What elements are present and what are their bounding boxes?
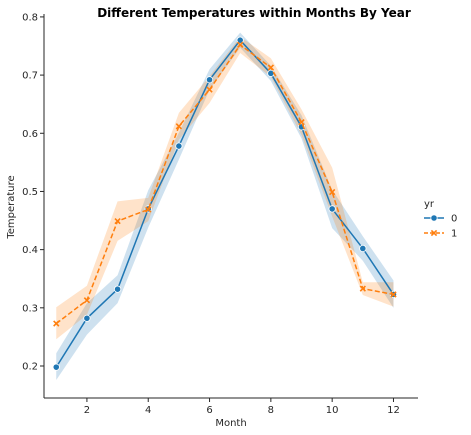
series-0-point — [236, 36, 244, 44]
series-0-point — [205, 76, 214, 84]
series-1-point — [298, 119, 305, 126]
y-tick-label: 0.4 — [22, 245, 38, 256]
series-0-point — [83, 314, 91, 322]
y-tick-label: 0.2 — [22, 362, 38, 373]
series-1-point — [83, 297, 91, 304]
series-0-confidence-band — [56, 32, 394, 380]
series-0-point — [52, 363, 60, 371]
series-1-point — [267, 64, 275, 71]
series-1-point — [237, 41, 244, 49]
legend: yr 0 1 — [424, 199, 457, 240]
plot-area: 2 4 6 8 10 12 0.2 0.3 0.4 0.5 0.6 0.7 0.8 — [22, 12, 418, 416]
x-tick-label: 10 — [326, 405, 339, 416]
series-0-point — [328, 205, 336, 213]
series-0-line — [55, 39, 395, 368]
series-1-point — [53, 320, 60, 327]
series-1-point — [390, 291, 397, 298]
y-tick-label: 0.5 — [22, 187, 38, 198]
x-tick-label: 8 — [268, 405, 274, 416]
legend-label-1: 1 — [451, 229, 457, 240]
y-tick-label: 0.3 — [22, 303, 38, 314]
y-tick-label: 0.6 — [22, 129, 38, 140]
series-1-point — [206, 86, 213, 93]
legend-marker-1 — [430, 229, 438, 237]
y-tick-label: 0.8 — [22, 12, 38, 23]
legend-marker-0 — [430, 214, 438, 222]
series-1-line — [55, 43, 394, 325]
x-tick-label: 6 — [206, 405, 212, 416]
y-tick-label: 0.7 — [22, 71, 38, 82]
chart-title: Different Temperatures within Months By … — [97, 6, 411, 20]
legend-title: yr — [424, 199, 435, 210]
series-1-point — [175, 123, 183, 130]
x-tick-label: 12 — [387, 405, 400, 416]
legend-label-0: 0 — [451, 214, 457, 225]
x-axis-label: Month — [215, 418, 246, 429]
series-1-point — [145, 206, 152, 213]
series-0-point — [113, 285, 122, 293]
x-tick-label: 2 — [84, 405, 90, 416]
series-0-point — [359, 244, 367, 253]
series-0-point — [267, 69, 275, 77]
series-0-point — [175, 142, 183, 150]
series-1-point — [114, 217, 121, 225]
y-axis-label: Temperature — [6, 175, 17, 239]
series-1-point — [359, 285, 366, 292]
series-1-confidence-band — [56, 36, 394, 340]
x-tick-label: 4 — [145, 405, 151, 416]
series-1-point — [328, 188, 336, 196]
